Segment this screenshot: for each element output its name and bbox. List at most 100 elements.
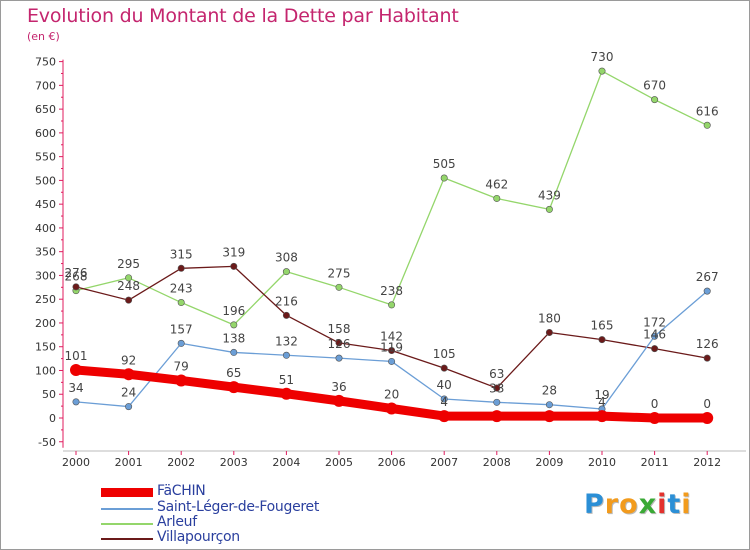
data-point [335,339,343,347]
data-point [175,374,188,387]
data-point [70,364,82,377]
x-tick-label: 2004 [272,456,300,469]
data-label: 216 [275,294,298,308]
data-point [545,328,553,336]
data-point [598,336,606,344]
data-point [438,410,451,423]
y-tick-label: 0 [49,412,56,425]
data-point [227,381,240,394]
data-point [543,410,556,423]
x-tick-label: 2000 [62,456,90,469]
data-point [335,354,343,362]
x-tick-label: 2007 [430,456,458,469]
legend-label: Saint-Léger-de-Fougeret [157,499,320,515]
data-label: 158 [328,322,351,336]
data-label: 20 [384,387,399,401]
data-label: 36 [331,380,346,394]
data-point [282,351,290,359]
x-tick-label: 2002 [167,456,195,469]
y-tick-label: 650 [35,103,56,116]
logo-letter: x [638,489,658,520]
x-tick-label: 2001 [115,456,143,469]
data-label: 462 [485,177,508,191]
data-point [177,264,185,272]
data-label: 4 [598,395,606,409]
legend-swatch [101,508,153,510]
logo-letter: r [604,489,620,520]
data-label: 196 [222,304,245,318]
data-point [440,364,448,372]
data-label: 51 [279,373,294,387]
logo-letter: t [667,489,682,520]
data-point [72,283,80,291]
data-label: 243 [170,282,193,296]
data-label: 268 [65,270,88,284]
data-point [651,345,659,353]
data-label: 0 [703,397,711,411]
tick-labels: 7507006506005505004504003503002502001501… [35,56,721,469]
data-point [545,205,553,213]
data-label: 308 [275,251,298,265]
x-tick-label: 2012 [693,456,721,469]
data-point [701,412,714,424]
data-label: 267 [696,270,719,284]
data-point [493,384,501,392]
legend-label: FäCHIN [157,483,206,499]
y-tick-label: 400 [35,222,56,235]
data-point [122,368,135,381]
x-tick-label: 2006 [378,456,406,469]
axes [59,59,746,455]
data-point [230,348,238,356]
data-label: 505 [433,157,456,171]
data-label: 146 [643,328,666,342]
logo-letter: i [681,489,692,520]
data-label: 138 [222,331,245,345]
data-point [596,410,608,423]
data-point [177,299,185,307]
data-label: 92 [121,353,136,367]
y-tick-label: 250 [35,293,56,306]
data-label: 28 [542,384,557,398]
data-point [651,96,659,104]
x-tick-label: 2008 [483,456,511,469]
data-point [648,412,661,424]
data-point [72,398,80,406]
data-point [388,301,396,309]
data-label: 34 [68,381,83,395]
data-point [493,398,501,406]
data-label: 4 [440,395,448,409]
data-label: 101 [65,349,88,363]
logo-letter: o [619,489,639,520]
data-label: 616 [696,104,719,118]
legend-swatch [101,488,153,497]
data-point [545,401,553,409]
data-point [493,194,501,202]
data-point [388,357,396,365]
y-tick-label: 700 [35,79,56,92]
legend-label: Arleuf [157,514,197,530]
data-point [385,402,398,415]
data-point [651,332,659,340]
data-point [333,394,345,407]
data-label: 40 [437,378,452,392]
data-point [703,287,711,295]
data-point [280,387,293,400]
y-tick-label: 550 [35,151,56,164]
y-tick-label: 450 [35,198,56,211]
data-label: 248 [117,279,140,293]
data-point [125,274,133,282]
data-label: 670 [643,79,666,93]
data-label: 19 [594,388,609,402]
data-label: 439 [538,188,561,202]
x-tick-label: 2005 [325,456,353,469]
data-point [388,347,396,355]
data-point [125,403,133,411]
y-tick-label: 200 [35,317,56,330]
logo-letter: P [584,489,605,520]
data-label: 315 [170,247,193,261]
y-tick-label: -50 [38,436,56,449]
y-tick-label: 300 [35,269,56,282]
data-point [703,354,711,362]
